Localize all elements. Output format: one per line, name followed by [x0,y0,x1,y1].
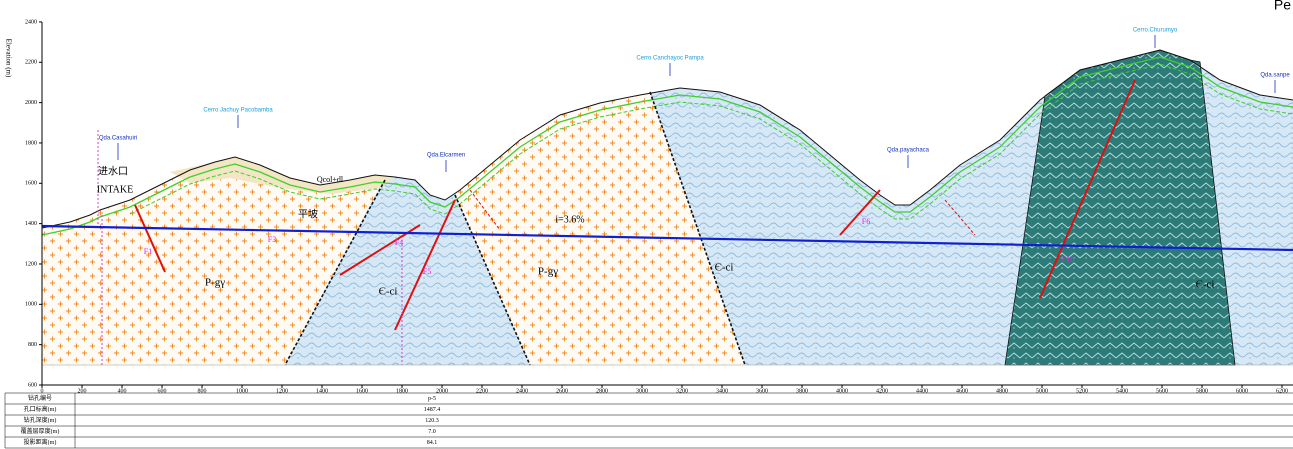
x-tick-label: 2600 [556,388,568,394]
table-cell: 孔口标高(m) [24,405,57,413]
contact-line [284,91,746,366]
annotation: F4 [395,238,403,247]
y-tick-label: 1600 [25,181,37,187]
x-tick-label: 2000 [436,388,448,394]
annotation: F3 [268,235,276,244]
x-tick-label: 3000 [636,388,648,394]
fault-line [134,79,1136,331]
x-tick-label: 4600 [956,388,968,394]
annotation: F1 [144,247,152,256]
place-label: Cerro Jachuy Pacobamba [203,108,273,114]
x-tick-label: 3600 [756,388,768,394]
x-tick-label: 6200 [1276,388,1288,394]
x-tick-label: 1400 [316,388,328,394]
x-tick-label: 1800 [396,388,408,394]
table-cell: 84.1 [427,440,438,446]
x-tick-label: 3800 [796,388,808,394]
x-tick-label: 5800 [1196,388,1208,394]
place-label: Qda.sanpe [1260,73,1290,79]
annotation: Qcol+dl [317,175,344,184]
terrain-line [41,49,1293,229]
x-tick-label: 600 [158,388,167,394]
geology [41,49,1293,366]
x-tick-label: 3400 [716,388,728,394]
x-tick-label: 1000 [236,388,248,394]
annotation: i=3.6% [555,214,584,225]
borehole-line [97,130,403,365]
annotation: Є-ci [379,286,398,298]
table-cell: 7.0 [428,429,436,435]
x-tick-label: 400 [118,388,127,394]
place-label: Qda.Casahuiri [99,136,137,142]
annotation: Є-ci [715,262,734,274]
x-tick-label: 5600 [1156,388,1168,394]
place-label: Qda.payachaca [887,148,930,154]
tunnel-axis [41,224,1293,252]
x-tick-label: 5400 [1116,388,1128,394]
x-tick-label: 1600 [356,388,368,394]
table-cell: 钻孔编号 [28,394,52,402]
x-tick-label: 2400 [516,388,528,394]
fault-line [469,189,976,236]
table-cell: p-5 [428,396,436,402]
y-tick-label: 1400 [25,221,37,227]
y-tick-label: 1800 [25,140,37,146]
granite-unit [455,92,745,365]
x-tick-label: 4800 [996,388,1008,394]
x-tick-label: 4200 [876,388,888,394]
annotation: F5 [423,267,431,276]
x-tick-label: 6000 [1236,388,1248,394]
x-tick-label: 5000 [1036,388,1048,394]
annotation: 平坡 [298,207,318,220]
place-label: Cerro.Churumyo [1133,28,1178,34]
y-tick-label: 2000 [25,100,37,106]
table-cell: 1487.4 [424,407,441,413]
x-tick-label: 800 [198,388,207,394]
x-tick-label: 3200 [676,388,688,394]
annotation: INTAKE [97,184,133,195]
x-tick-label: 4400 [916,388,928,394]
x-tick-label: 4000 [836,388,848,394]
x-tick-label: 5200 [1076,388,1088,394]
place-label: Qda.Elcarmen [427,153,465,159]
annotation: 进水口 [98,165,128,177]
borehole-table: 钻孔编号 p-5 孔口标高(m) 1487.4 钻孔深度(m) 120.3 覆盖层厚度(m)… [4,392,1293,449]
granite-unit [42,157,385,365]
x-tick-label: 1200 [276,388,288,394]
x-tick-label: 0 [41,388,44,394]
table-cell: 120.3 [425,418,439,424]
y-axis-label: Elevation (m) [4,39,12,78]
x-tick-label: 2800 [596,388,608,394]
x-tick-label: 200 [78,388,87,394]
place-label: Cerro Canchayoc Pampa [636,56,704,62]
y-tick-label: 1200 [25,261,37,267]
y-tick-label: 2200 [25,60,37,66]
annotation: F10 [1062,255,1074,264]
annotation: Є-ci [1196,279,1215,291]
y-tick-label: 2400 [25,19,37,25]
table-cell: 钻孔深度(m) [24,416,57,424]
weathering-line [129,63,1293,220]
y-tick-label: 600 [28,382,37,388]
y-tick-label: 800 [28,342,37,348]
y-tick-label: 1000 [25,302,37,308]
annotation: P-gγ [538,266,558,278]
table-cell: 覆盖层厚度(m) [21,427,60,435]
x-tick-label: 2200 [476,388,488,394]
corner-text: Pe [1274,0,1291,13]
table-cell: 投影距离(m) [24,438,57,446]
annotation: F6 [862,217,870,226]
annotation: P-gγ [205,277,225,289]
weathering-line [41,56,1293,236]
